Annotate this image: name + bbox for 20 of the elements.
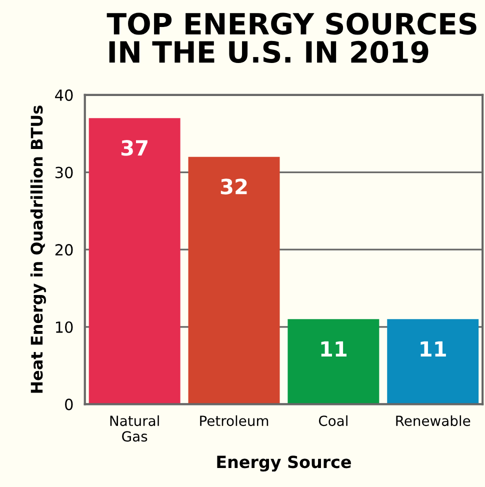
x-tick-label: Coal [318,415,348,426]
bar [387,319,479,404]
data-label: 11 [420,341,446,356]
x-tick-label: Natural Gas [110,415,159,442]
bar [288,319,380,404]
data-label: 32 [220,178,247,194]
y-tick-label: 30 [55,166,73,178]
x-tick-label: Renewable [396,415,470,426]
y-tick-label: 0 [65,398,73,410]
bar [88,118,180,404]
y-tick-label: 20 [55,244,73,256]
bar [188,156,280,404]
y-tick-label: 10 [56,321,73,333]
y-tick-label: 40 [55,89,73,101]
y-axis-title: Heat Energy in Quadrillion BTUs [30,106,46,393]
chart-title: TOP ENERGY SOURCES IN THE U.S. IN 2019 [106,12,476,63]
x-tick-label: Petroleum [200,415,268,426]
data-label: 37 [121,140,148,156]
x-axis-title: Energy Source [217,456,351,472]
data-label: 11 [321,341,346,356]
